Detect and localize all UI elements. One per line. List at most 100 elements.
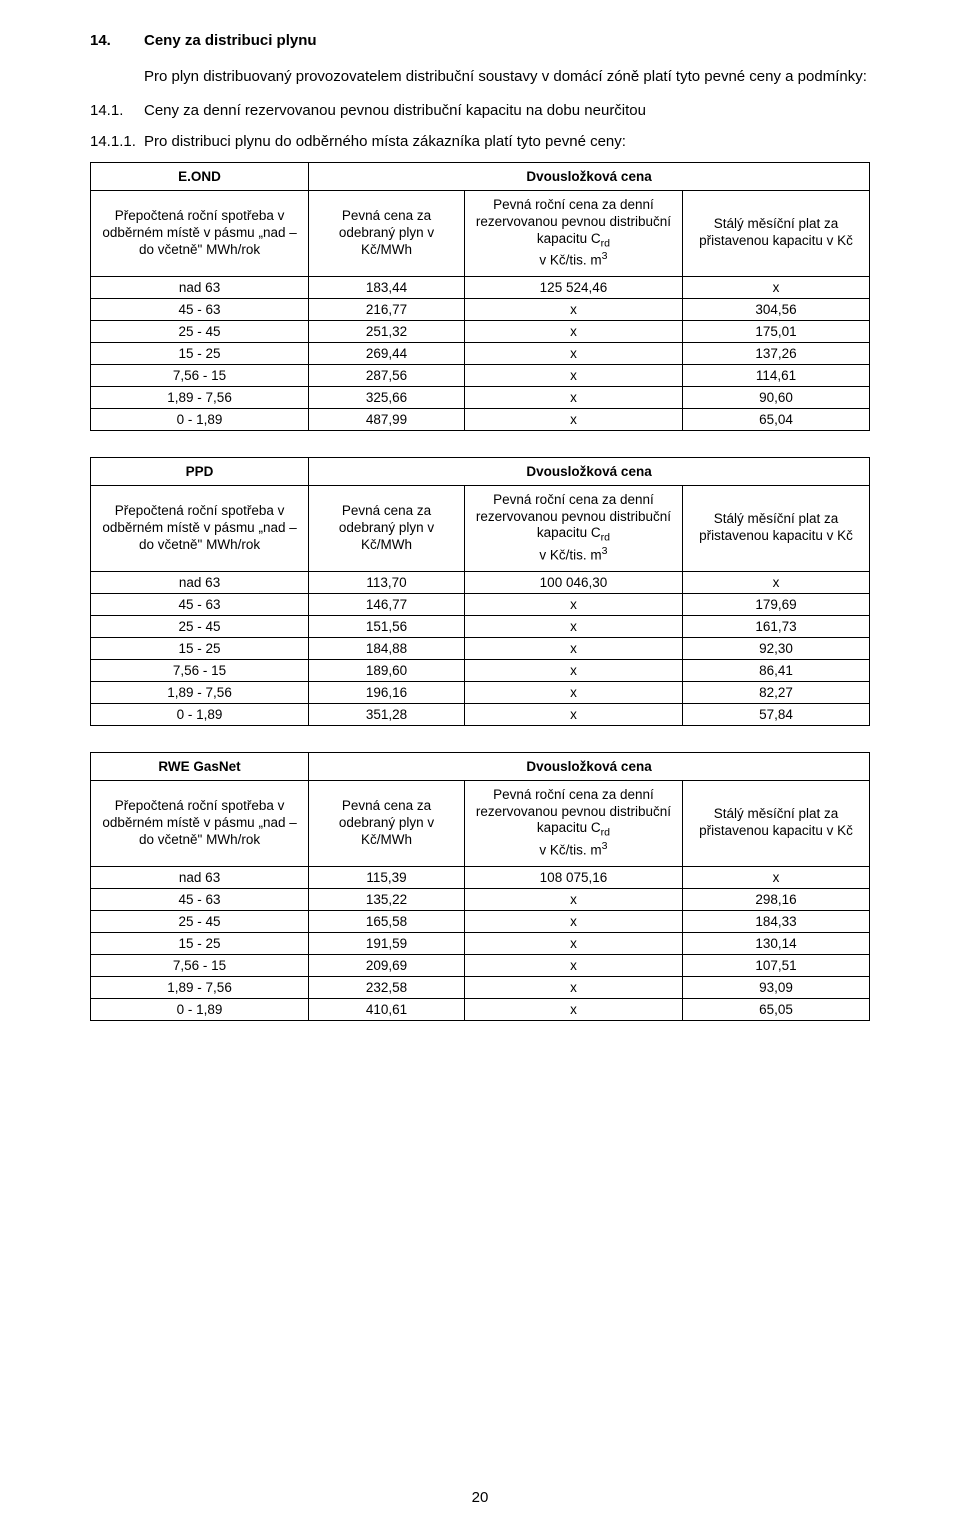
value-cell: x xyxy=(464,298,682,320)
value-cell: 137,26 xyxy=(683,342,870,364)
sub-text: Pro distribuci plynu do odběrného místa … xyxy=(144,132,870,152)
value-cell: 487,99 xyxy=(309,408,465,430)
value-cell: 90,60 xyxy=(683,386,870,408)
range-cell: 25 - 45 xyxy=(91,910,309,932)
value-cell: x xyxy=(464,976,682,998)
value-cell: x xyxy=(464,386,682,408)
value-cell: 325,66 xyxy=(309,386,465,408)
col-left-label: Přepočtená roční spotřeba v odběrném mís… xyxy=(91,485,309,571)
value-cell: 57,84 xyxy=(683,703,870,725)
value-cell: x xyxy=(683,276,870,298)
value-cell: x xyxy=(464,342,682,364)
table-row: nad 63183,44125 524,46x xyxy=(91,276,870,298)
table-row: 0 - 1,89487,99x65,04 xyxy=(91,408,870,430)
sub-number: 14.1.1. xyxy=(90,132,144,152)
value-cell: 232,58 xyxy=(309,976,465,998)
table-name-header: E.OND xyxy=(91,162,309,190)
value-cell: x xyxy=(464,703,682,725)
range-cell: 0 - 1,89 xyxy=(91,408,309,430)
table-row: 7,56 - 15189,60x86,41 xyxy=(91,659,870,681)
value-cell: 287,56 xyxy=(309,364,465,386)
col-price-per-mwh: Pevná cena za odebraný plyn v Kč/MWh xyxy=(309,190,465,276)
value-cell: 82,27 xyxy=(683,681,870,703)
col-monthly-fee: Stálý měsíční plat za přistavenou kapaci… xyxy=(683,780,870,866)
range-cell: 15 - 25 xyxy=(91,932,309,954)
value-cell: 115,39 xyxy=(309,866,465,888)
value-cell: x xyxy=(683,571,870,593)
value-cell: 65,04 xyxy=(683,408,870,430)
value-cell: 184,88 xyxy=(309,637,465,659)
section-title: Ceny za distribuci plynu xyxy=(144,32,317,49)
table-row: 7,56 - 15287,56x114,61 xyxy=(91,364,870,386)
value-cell: 351,28 xyxy=(309,703,465,725)
section-number: 14. xyxy=(90,32,144,49)
value-cell: 209,69 xyxy=(309,954,465,976)
section-intro: Pro plyn distribuovaný provozovatelem di… xyxy=(144,67,870,87)
table-row: 15 - 25191,59x130,14 xyxy=(91,932,870,954)
value-cell: 108 075,16 xyxy=(464,866,682,888)
table-row: nad 63113,70100 046,30x xyxy=(91,571,870,593)
table-row: 15 - 25269,44x137,26 xyxy=(91,342,870,364)
value-cell: 146,77 xyxy=(309,593,465,615)
table-right-title: Dvousložková cena xyxy=(309,162,870,190)
value-cell: 410,61 xyxy=(309,998,465,1020)
value-cell: x xyxy=(464,364,682,386)
range-cell: 0 - 1,89 xyxy=(91,998,309,1020)
range-cell: 7,56 - 15 xyxy=(91,954,309,976)
value-cell: 175,01 xyxy=(683,320,870,342)
range-cell: 1,89 - 7,56 xyxy=(91,976,309,998)
col-left-label: Přepočtená roční spotřeba v odběrném mís… xyxy=(91,190,309,276)
page: 14. Ceny za distribuci plynu Pro plyn di… xyxy=(0,0,960,1534)
value-cell: x xyxy=(464,888,682,910)
value-cell: x xyxy=(464,408,682,430)
range-cell: 0 - 1,89 xyxy=(91,703,309,725)
col-monthly-fee: Stálý měsíční plat za přistavenou kapaci… xyxy=(683,190,870,276)
value-cell: 183,44 xyxy=(309,276,465,298)
range-cell: 45 - 63 xyxy=(91,298,309,320)
value-cell: 304,56 xyxy=(683,298,870,320)
col-price-per-mwh: Pevná cena za odebraný plyn v Kč/MWh xyxy=(309,780,465,866)
table-name-header: PPD xyxy=(91,457,309,485)
value-cell: 92,30 xyxy=(683,637,870,659)
range-cell: nad 63 xyxy=(91,276,309,298)
col-annual-capacity: Pevná roční cena za denní rezervovanou p… xyxy=(464,780,682,866)
table-name-header: RWE GasNet xyxy=(91,752,309,780)
range-cell: 45 - 63 xyxy=(91,888,309,910)
section-heading: 14. Ceny za distribuci plynu xyxy=(90,32,870,49)
value-cell: 161,73 xyxy=(683,615,870,637)
table-row: 25 - 45151,56x161,73 xyxy=(91,615,870,637)
value-cell: 216,77 xyxy=(309,298,465,320)
value-cell: 191,59 xyxy=(309,932,465,954)
table-row: 45 - 63135,22x298,16 xyxy=(91,888,870,910)
value-cell: 251,32 xyxy=(309,320,465,342)
value-cell: 114,61 xyxy=(683,364,870,386)
value-cell: 65,05 xyxy=(683,998,870,1020)
range-cell: nad 63 xyxy=(91,866,309,888)
value-cell: x xyxy=(464,615,682,637)
value-cell: 86,41 xyxy=(683,659,870,681)
value-cell: 151,56 xyxy=(309,615,465,637)
range-cell: 25 - 45 xyxy=(91,615,309,637)
value-cell: 100 046,30 xyxy=(464,571,682,593)
sub-text: Ceny za denní rezervovanou pevnou distri… xyxy=(144,101,870,121)
value-cell: 189,60 xyxy=(309,659,465,681)
value-cell: 93,09 xyxy=(683,976,870,998)
table-row: 25 - 45251,32x175,01 xyxy=(91,320,870,342)
table-row: 0 - 1,89351,28x57,84 xyxy=(91,703,870,725)
value-cell: x xyxy=(464,320,682,342)
range-cell: nad 63 xyxy=(91,571,309,593)
table-row: 45 - 63216,77x304,56 xyxy=(91,298,870,320)
table-row: 1,89 - 7,56232,58x93,09 xyxy=(91,976,870,998)
page-number: 20 xyxy=(0,1489,960,1506)
sub-number: 14.1. xyxy=(90,101,144,121)
subsection-14-1: 14.1. Ceny za denní rezervovanou pevnou … xyxy=(90,101,870,121)
table-row: 0 - 1,89410,61x65,05 xyxy=(91,998,870,1020)
col-annual-capacity: Pevná roční cena za denní rezervovanou p… xyxy=(464,485,682,571)
value-cell: x xyxy=(464,637,682,659)
value-cell: x xyxy=(464,910,682,932)
value-cell: 184,33 xyxy=(683,910,870,932)
col-annual-capacity: Pevná roční cena za denní rezervovanou p… xyxy=(464,190,682,276)
range-cell: 7,56 - 15 xyxy=(91,364,309,386)
table-row: 15 - 25184,88x92,30 xyxy=(91,637,870,659)
range-cell: 15 - 25 xyxy=(91,637,309,659)
